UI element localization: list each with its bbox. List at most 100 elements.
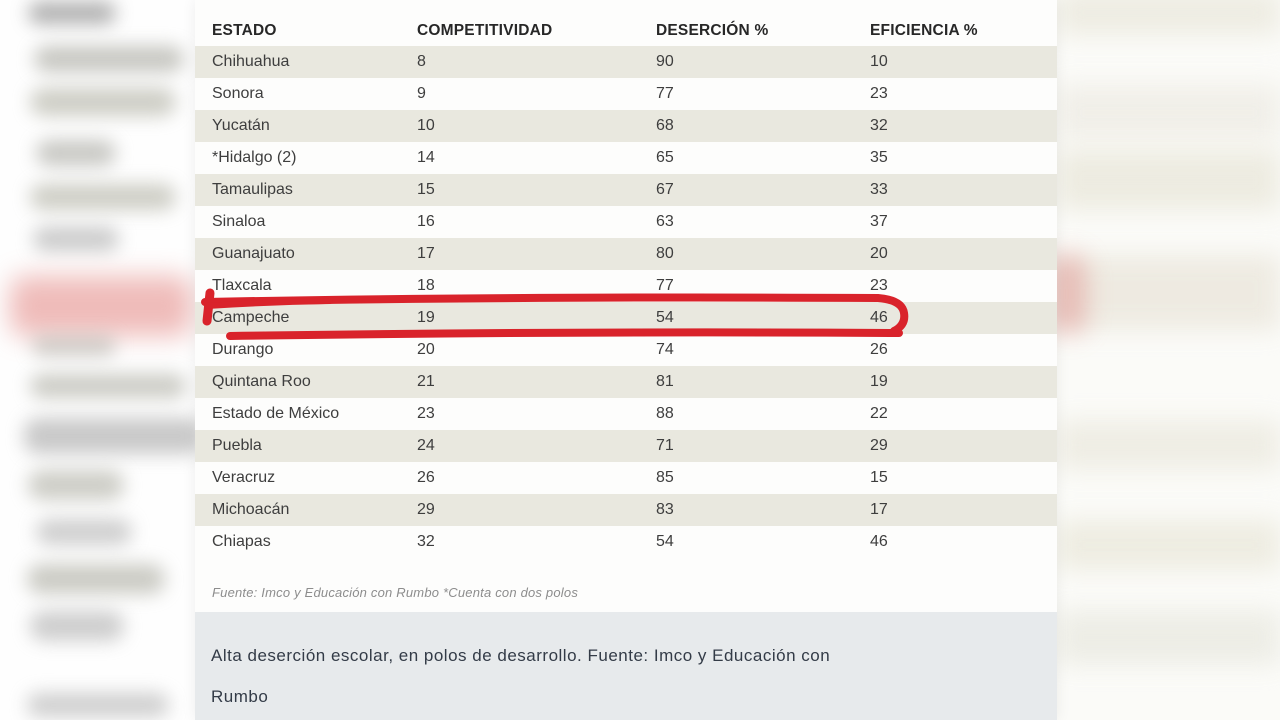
table-cell: 63 <box>656 213 674 230</box>
table-cell: 32 <box>417 533 435 550</box>
blur-blob <box>36 519 132 545</box>
table-cell: Puebla <box>212 437 262 454</box>
table-cell: 24 <box>417 437 435 454</box>
blur-blob <box>32 336 116 356</box>
table-header: ESTADO COMPETITIVIDAD DESERCIÓN % EFICIE… <box>195 0 1057 46</box>
table-row: Quintana Roo 21 81 19 <box>195 366 1057 398</box>
column-header-desercion: DESERCIÓN % <box>656 22 769 39</box>
table-row: Estado de México 23 88 22 <box>195 398 1057 430</box>
blur-stripe <box>1057 85 1280 140</box>
table-cell: 88 <box>656 405 674 422</box>
table-cell: 20 <box>417 341 435 358</box>
table-cell: 14 <box>417 149 435 166</box>
table-cell: 54 <box>656 309 674 326</box>
blur-stripe <box>1057 610 1280 665</box>
table-cell: 23 <box>870 85 888 102</box>
caption-line: Alta deserción escolar, en polos de desa… <box>211 646 831 665</box>
table-cell: Guanajuato <box>212 245 295 262</box>
table-cell: 74 <box>656 341 674 358</box>
table-cell: 23 <box>417 405 435 422</box>
blur-stripe <box>1057 0 1280 35</box>
table-row: Chiapas 32 54 46 <box>195 526 1057 558</box>
blur-blob <box>30 184 176 210</box>
blur-blob <box>27 693 169 717</box>
blur-blob <box>24 418 195 454</box>
table-cell: Tlaxcala <box>212 277 272 294</box>
column-header-estado: ESTADO <box>212 22 277 39</box>
table-cell: Michoacán <box>212 501 290 518</box>
blur-blob <box>34 46 184 72</box>
table-graphic: ESTADO COMPETITIVIDAD DESERCIÓN % EFICIE… <box>195 0 1057 720</box>
blur-stripe <box>1057 150 1280 210</box>
column-header-competitividad: COMPETITIVIDAD <box>417 22 553 39</box>
table-row: Durango 20 74 26 <box>195 334 1057 366</box>
caption-line: Rumbo <box>211 687 269 706</box>
image-caption: Alta deserción escolar, en polos de desa… <box>195 612 1057 720</box>
blur-blob <box>30 88 176 116</box>
table-cell: 54 <box>656 533 674 550</box>
table-cell: 77 <box>656 85 674 102</box>
blur-blob <box>36 140 116 166</box>
table-cell: Chiapas <box>212 533 271 550</box>
table-cell: Quintana Roo <box>212 373 311 390</box>
table-cell: 18 <box>417 277 435 294</box>
table-cell: 15 <box>417 181 435 198</box>
source-note: Fuente: Imco y Educación con Rumbo *Cuen… <box>212 585 579 600</box>
table-cell: Chihuahua <box>212 53 290 70</box>
table-cell: 32 <box>870 117 888 134</box>
table-cell: 21 <box>417 373 435 390</box>
table-row: Puebla 24 71 29 <box>195 430 1057 462</box>
table-cell: 46 <box>870 309 888 326</box>
table-row: Michoacán 29 83 17 <box>195 494 1057 526</box>
table-cell: 83 <box>656 501 674 518</box>
table-cell: 81 <box>656 373 674 390</box>
table-cell: Veracruz <box>212 469 276 486</box>
column-header-eficiencia: EFICIENCIA % <box>870 22 978 39</box>
blur-blob <box>27 564 165 594</box>
table-cell: Sonora <box>212 85 264 102</box>
table-cell: 15 <box>870 469 888 486</box>
table-row: Guanajuato 17 80 20 <box>195 238 1057 270</box>
table-cell: Durango <box>212 341 274 358</box>
table-cell: Tamaulipas <box>212 181 293 198</box>
blur-blob-red <box>1057 255 1085 333</box>
table-cell: Sinaloa <box>212 213 266 230</box>
table-body: Chihuahua 8 90 10 Sonora 9 77 23 Yucatán 10 68 32 *H… <box>195 46 1057 558</box>
blur-blob <box>28 2 116 24</box>
table-row: Yucatán 10 68 32 <box>195 110 1057 142</box>
table-row: Veracruz 26 85 15 <box>195 462 1057 494</box>
blur-blob <box>30 374 186 398</box>
table-cell: 10 <box>417 117 435 134</box>
table-cell: 10 <box>870 53 888 70</box>
blur-blob <box>33 227 119 251</box>
table-cell: *Hidalgo (2) <box>212 149 297 166</box>
table-cell: 29 <box>417 501 435 518</box>
table-row: Tamaulipas 15 67 33 <box>195 174 1057 206</box>
table-cell: 22 <box>870 405 888 422</box>
table-cell: 90 <box>656 53 674 70</box>
table-row-highlighted: Campeche 19 54 46 <box>195 302 1057 334</box>
table-row: Chihuahua 8 90 10 <box>195 46 1057 78</box>
blur-blob <box>30 611 124 641</box>
table-cell: 80 <box>656 245 674 262</box>
table-cell: 8 <box>417 53 426 70</box>
table-cell: 19 <box>417 309 435 326</box>
blur-stripe <box>1057 520 1280 570</box>
table-cell: 68 <box>656 117 674 134</box>
blurred-background-right <box>1057 0 1280 720</box>
blur-blob <box>28 470 124 500</box>
table-row: Sinaloa 16 63 37 <box>195 206 1057 238</box>
table-cell: 71 <box>656 437 674 454</box>
table-cell: 37 <box>870 213 888 230</box>
table-cell: Estado de México <box>212 405 340 422</box>
table-cell: 33 <box>870 181 888 198</box>
table-cell: 26 <box>870 341 888 358</box>
table-cell: 20 <box>870 245 888 262</box>
blurred-background-left <box>0 0 195 720</box>
blur-stripe <box>1057 255 1280 330</box>
table-cell: 29 <box>870 437 888 454</box>
table-cell: 19 <box>870 373 888 390</box>
table-cell: 17 <box>417 245 435 262</box>
table-cell: 26 <box>417 469 435 486</box>
